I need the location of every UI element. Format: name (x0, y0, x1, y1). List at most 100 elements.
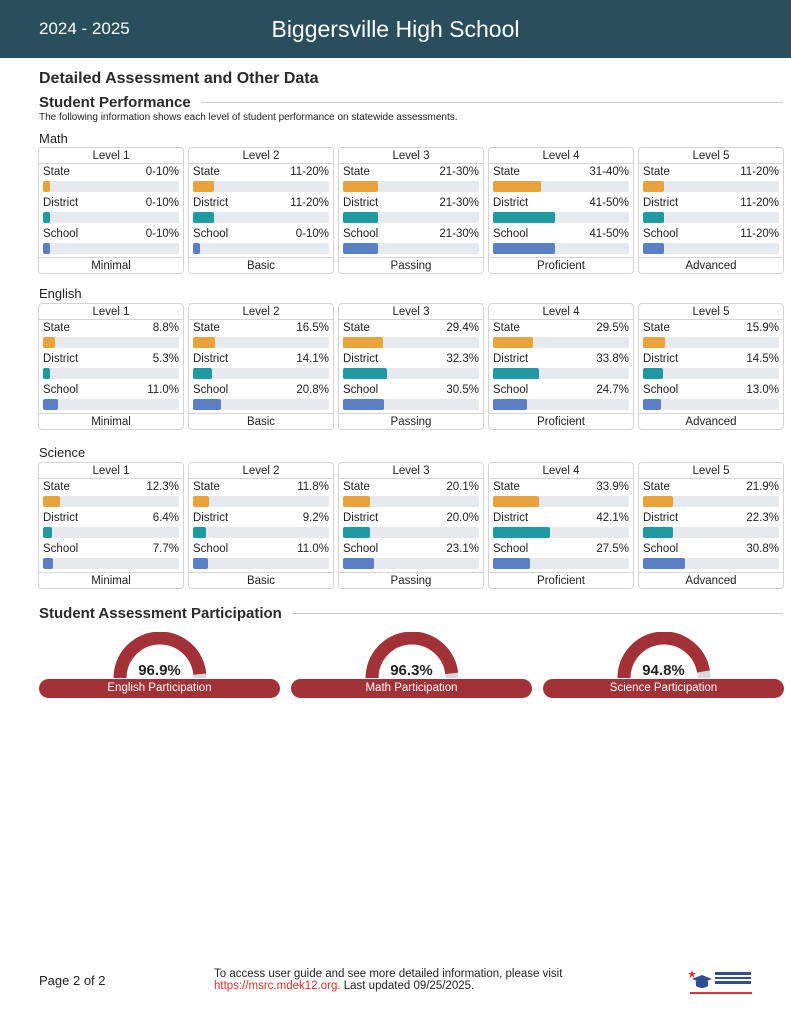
level-title: Level 1 (39, 463, 183, 479)
gauge-arc (113, 632, 206, 678)
bar-fill-school (343, 243, 378, 254)
bar-track (343, 337, 479, 348)
row-value: 30.5% (446, 384, 479, 396)
row-header: District 32.3% (343, 351, 479, 368)
level-row-district: District 11-20% (189, 195, 333, 226)
bar-track (343, 243, 479, 254)
section-title: Student Performance (39, 94, 191, 111)
level-card: Level 2 State 16.5% District 14.1% School 20.8… (188, 303, 334, 430)
level-cards-english: Level 1 State 8.8% District 5.3% School 11.0% M… (38, 303, 784, 430)
level-row-district: District 6.4% (39, 510, 183, 541)
bar-fill-district (343, 212, 378, 223)
bar-fill-state (43, 496, 60, 507)
row-value: 12.3% (146, 481, 179, 493)
bar-fill-school (643, 558, 685, 569)
row-value: 11.0% (147, 384, 179, 396)
row-value: 21-30% (439, 166, 479, 178)
level-row-school: School 0-10% (39, 226, 183, 257)
row-value: 11-20% (740, 166, 779, 178)
row-header: School 23.1% (343, 541, 479, 558)
level-title: Level 2 (189, 304, 333, 320)
row-label: School (43, 543, 79, 555)
level-band: Passing (339, 257, 483, 273)
bar-track (343, 496, 479, 507)
gauge-arc (365, 632, 458, 678)
level-row-district: District 11-20% (639, 195, 783, 226)
row-label: District (643, 353, 679, 365)
row-value: 20.8% (296, 384, 329, 396)
level-band: Minimal (39, 257, 183, 273)
footer-note: To access user guide and see more detail… (214, 968, 562, 992)
level-row-state: State 11-20% (189, 164, 333, 195)
row-label: State (493, 322, 520, 334)
bar-track (193, 212, 329, 223)
row-value: 6.4% (152, 512, 179, 524)
bar-fill-school (343, 399, 385, 410)
row-header: School 21-30% (343, 226, 479, 243)
level-row-school: School 21-30% (339, 226, 483, 257)
row-header: District 14.1% (193, 351, 329, 368)
row-label: School (493, 228, 529, 240)
row-header: District 20.0% (343, 510, 479, 527)
level-card: Level 3 State 20.1% District 20.0% School 23.1… (338, 462, 484, 589)
bar-fill-state (343, 181, 378, 192)
msrc-link[interactable]: https://msrc.mdek12.org. (214, 980, 341, 992)
bar-fill-district (43, 368, 51, 379)
bar-fill-state (193, 337, 216, 348)
bar-fill-district (493, 368, 539, 379)
gauge-label: English Participation (39, 679, 280, 698)
level-card: Level 1 State 12.3% District 6.4% School 7.7% M… (38, 462, 184, 589)
level-title: Level 3 (339, 463, 483, 479)
level-row-state: State 16.5% (189, 320, 333, 351)
bar-fill-school (643, 399, 661, 410)
bar-track (343, 212, 479, 223)
bar-track (193, 368, 329, 379)
row-label: State (343, 481, 370, 493)
row-label: State (493, 166, 520, 178)
row-value: 21.9% (746, 481, 779, 493)
last-updated: Last updated 09/25/2025. (343, 980, 475, 992)
row-header: District 14.5% (643, 351, 779, 368)
row-value: 24.7% (596, 384, 629, 396)
header-bar: 2024 - 2025 Biggersville High School (0, 0, 791, 58)
bar-track (643, 181, 779, 192)
level-row-school: School 11-20% (639, 226, 783, 257)
level-card: Level 2 State 11.8% District 9.2% School 11.0%… (188, 462, 334, 589)
bar-fill-district (43, 212, 50, 223)
bar-track (193, 337, 329, 348)
level-row-district: District 42.1% (489, 510, 633, 541)
row-value: 0-10% (295, 228, 329, 240)
bar-track (643, 212, 779, 223)
row-label: District (643, 512, 679, 524)
level-title: Level 5 (639, 463, 783, 479)
row-label: School (193, 228, 229, 240)
level-title: Level 4 (489, 148, 633, 164)
bar-track (493, 181, 629, 192)
row-label: State (193, 481, 220, 493)
bar-track (43, 181, 179, 192)
bar-track (493, 337, 629, 348)
level-band: Minimal (39, 413, 183, 429)
row-header: State 20.1% (343, 479, 479, 496)
level-title: Level 2 (189, 148, 333, 164)
row-label: School (343, 543, 379, 555)
bar-track (493, 243, 629, 254)
bar-fill-school (43, 558, 54, 569)
row-value: 14.5% (746, 353, 779, 365)
bar-track (43, 212, 179, 223)
row-header: District 5.3% (43, 351, 179, 368)
level-card: Level 3 State 29.4% District 32.3% School 30.5… (338, 303, 484, 430)
bar-track (193, 181, 329, 192)
level-row-state: State 29.4% (339, 320, 483, 351)
row-label: School (493, 384, 529, 396)
participation-heading: Student Assessment Participation (39, 605, 783, 622)
row-value: 32.3% (446, 353, 479, 365)
row-header: State 15.9% (643, 320, 779, 337)
row-header: District 33.8% (493, 351, 629, 368)
level-band: Basic (189, 257, 333, 273)
gauge-fill (113, 632, 206, 678)
row-value: 0-10% (145, 166, 179, 178)
bar-track (343, 368, 479, 379)
row-label: School (193, 543, 229, 555)
level-row-school: School 23.1% (339, 541, 483, 572)
